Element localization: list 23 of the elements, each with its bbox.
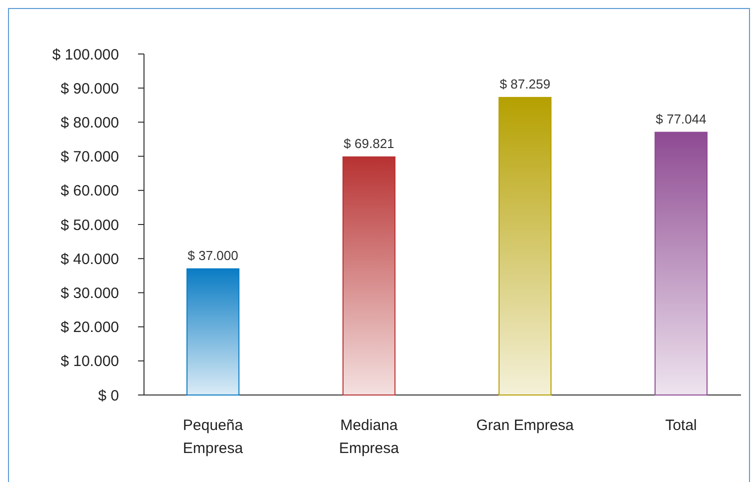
bar [342, 156, 396, 396]
bar [186, 268, 240, 396]
y-tick-label: $ 50.000 [60, 216, 119, 234]
x-tick-label: Pequeña Empresa [182, 417, 244, 457]
bar [654, 132, 708, 396]
y-tick-label: $ 10.000 [60, 353, 119, 370]
y-tick-label: $ 30.000 [60, 284, 119, 302]
y-tick-label: $ 0 [98, 387, 119, 404]
y-tick-label: $ 80.000 [60, 114, 119, 132]
x-tick-label: Total [665, 417, 697, 434]
y-tick-label: $ 100.000 [52, 46, 119, 64]
y-tick-label: $ 20.000 [60, 319, 119, 336]
x-tick-label: Mediana Empresa [338, 417, 400, 457]
y-tick-label: $ 40.000 [60, 250, 119, 268]
x-tick-label: Gran Empresa [476, 417, 574, 434]
data-label: $ 77.044 [656, 111, 706, 126]
bar [498, 96, 552, 396]
data-label: $ 37.000 [188, 248, 238, 263]
y-tick-label: $ 70.000 [60, 148, 119, 166]
y-tick-label: $ 90.000 [60, 80, 119, 98]
data-label: $ 87.259 [500, 76, 550, 92]
y-tick-label: $ 60.000 [60, 182, 119, 200]
data-label: $ 69.821 [344, 136, 394, 151]
